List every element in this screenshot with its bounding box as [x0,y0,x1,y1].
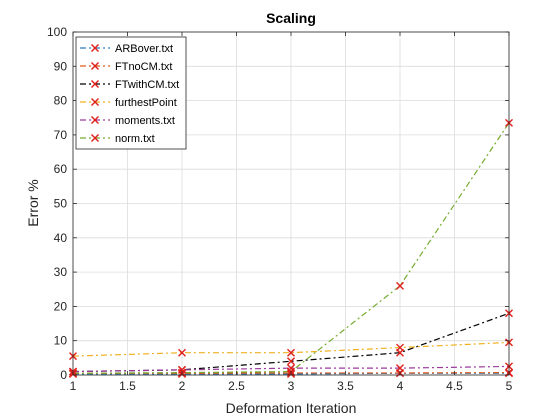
data-point [178,348,186,357]
legend-entry: norm.txt [80,133,155,145]
y-tick-label: 60 [54,162,68,176]
data-point [396,281,404,290]
x-axis-ticks: 1 1.5 2 2.5 3 3.5 4 4.5 5 [70,32,513,393]
y-axis-label: Error % [25,179,41,226]
legend-label: FTnoCM.txt [115,61,172,73]
y-tick-label: 90 [54,59,68,73]
series-line-4 [72,341,510,357]
x-tick-label: 5 [506,379,513,393]
legend-marker [91,116,99,124]
y-tick-label: 70 [54,128,68,142]
y-tick-label: 100 [47,25,67,39]
data-point [396,343,404,352]
data-point [287,348,295,357]
legend-label: moments.txt [115,115,175,127]
legend-marker [91,98,99,106]
y-tick-label: 30 [54,265,68,279]
series-line-5 [72,365,510,373]
data-point [396,364,404,373]
y-tick-label: 50 [54,197,68,211]
x-tick-label: 4 [397,379,404,393]
legend-entry: furthestPoint [80,97,177,109]
x-tick-label: 3 [288,379,295,393]
legend-label: norm.txt [115,133,155,145]
x-tick-label: 1.5 [119,379,136,393]
legend-marker [91,62,99,70]
series-line-6 [72,122,510,374]
x-axis-label: Deformation Iteration [226,400,357,416]
y-axis-ticks: 0 10 20 30 40 50 60 70 80 90 100 [47,25,509,382]
series-line-1 [73,372,509,375]
legend-label: furthestPoint [115,97,177,109]
x-tick-label: 2 [179,379,186,393]
legend-box [75,36,187,150]
legend-marker [91,134,99,142]
x-tick-label: 2.5 [228,379,245,393]
y-tick-label: 10 [54,334,68,348]
data-point [287,364,295,373]
legend-entry: FTwithCM.txt [80,79,179,91]
y-tick-label: 20 [54,299,68,313]
legend-entry: moments.txt [80,115,175,127]
data-point [178,365,186,374]
chart-title: Scaling [266,10,316,26]
legend-marker [91,80,99,88]
grid [72,31,510,376]
y-tick-label: 80 [54,94,68,108]
legend-label: FTwithCM.txt [115,79,179,91]
legend-entry: FTnoCM.txt [80,61,172,73]
x-tick-label: 4.5 [446,379,463,393]
legend-entry: ARBover.txt [80,43,173,55]
x-tick-label: 3.5 [337,379,354,393]
x-tick-label: 1 [70,379,77,393]
data-point [287,357,295,366]
y-tick-label: 40 [54,231,68,245]
legend-label: ARBover.txt [115,43,173,55]
series-lines [72,122,510,375]
legend: ARBover.txt FTnoCM.txt FTwithCM.txt furthes… [75,36,187,150]
y-tick-label: 0 [60,368,67,382]
legend-marker [91,44,99,52]
